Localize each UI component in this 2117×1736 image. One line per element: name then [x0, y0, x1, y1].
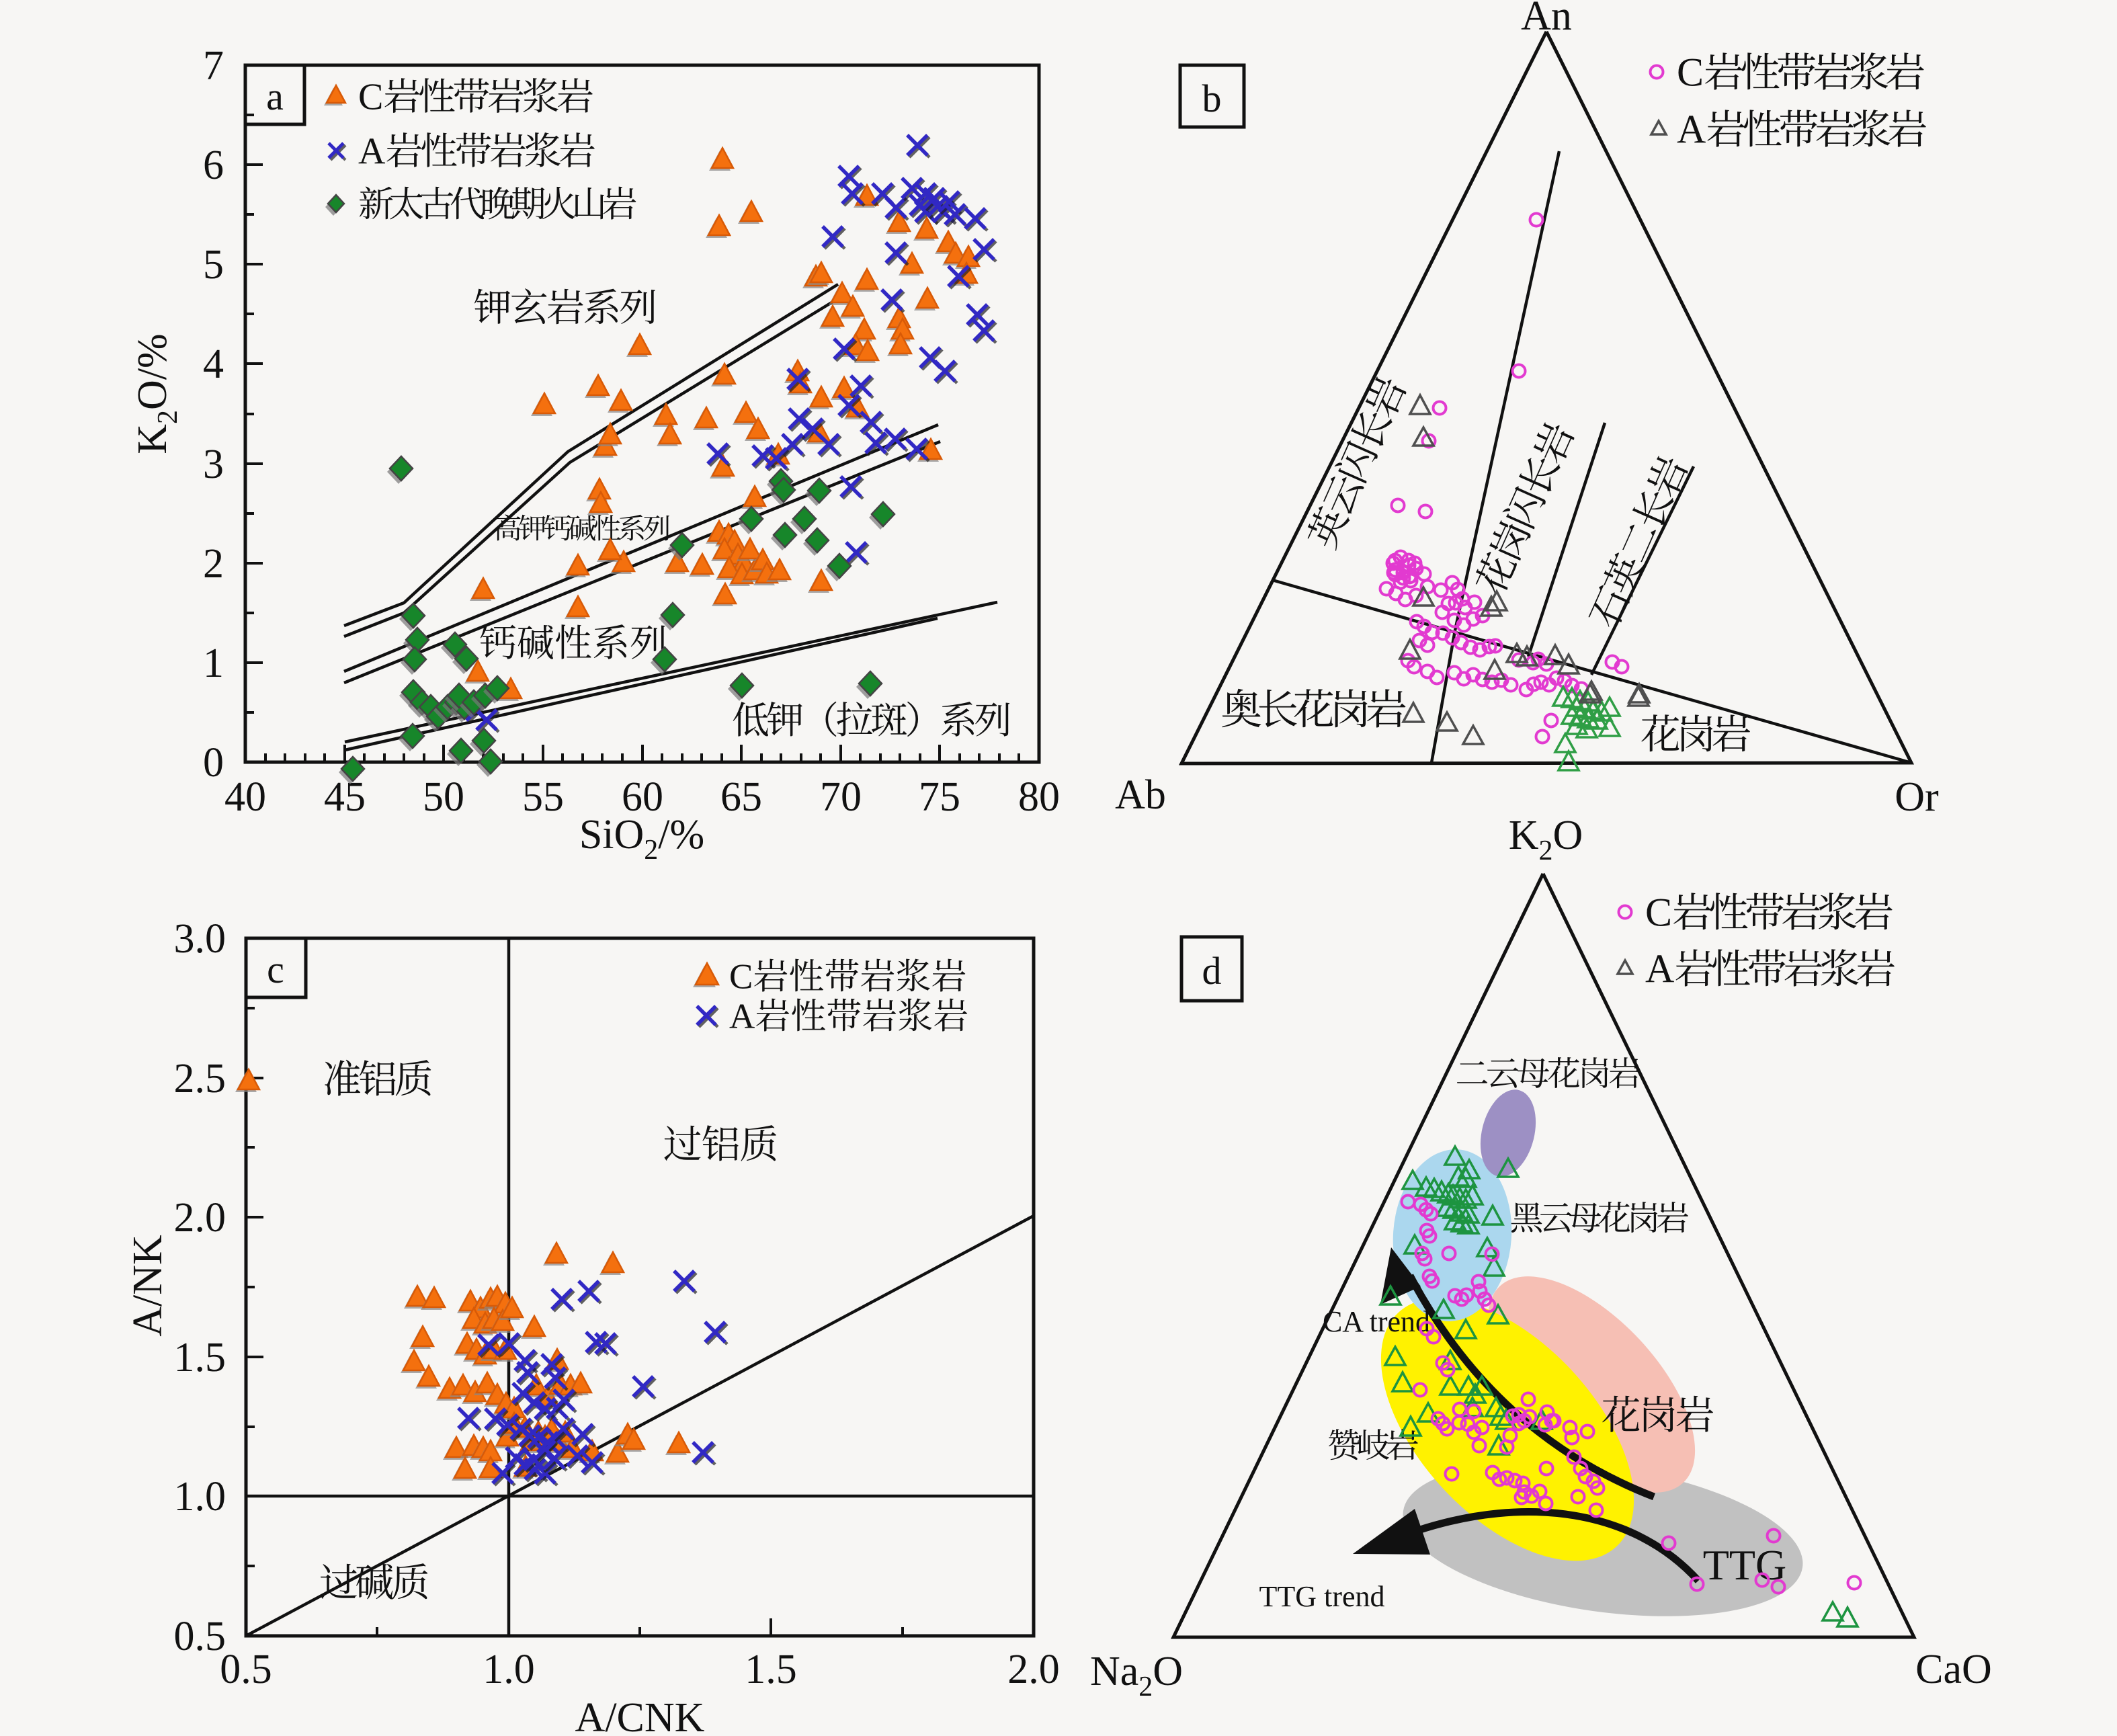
- svg-text:K2O/%: K2O/%: [130, 333, 183, 454]
- svg-text:A: A: [1645, 947, 1674, 991]
- svg-text:TTG trend: TTG trend: [1259, 1580, 1385, 1613]
- svg-text:C: C: [358, 76, 383, 118]
- svg-text:C: C: [729, 957, 753, 996]
- svg-text:6: 6: [203, 142, 224, 188]
- svg-text:a: a: [266, 75, 284, 118]
- svg-text:TTG: TTG: [1703, 1541, 1786, 1589]
- svg-text:A: A: [1677, 108, 1706, 152]
- svg-text:b: b: [1202, 77, 1222, 120]
- svg-text:70: 70: [820, 774, 862, 820]
- svg-text:Or: Or: [1895, 774, 1939, 820]
- svg-text:2.0: 2.0: [1007, 1647, 1060, 1692]
- svg-text:3.0: 3.0: [174, 916, 226, 962]
- svg-text:C: C: [1677, 50, 1704, 95]
- svg-text:C: C: [1645, 891, 1672, 935]
- svg-text:65: 65: [720, 774, 762, 820]
- svg-text:2.0: 2.0: [174, 1195, 226, 1241]
- svg-text:CaO: CaO: [1915, 1647, 1992, 1692]
- svg-text:3: 3: [203, 442, 224, 487]
- svg-text:Ab: Ab: [1115, 772, 1166, 818]
- svg-text:SiO2/%: SiO2/%: [579, 812, 704, 866]
- svg-text:0.5: 0.5: [220, 1647, 272, 1692]
- svg-text:40: 40: [224, 774, 266, 820]
- svg-text:2.5: 2.5: [174, 1056, 226, 1102]
- svg-text:5: 5: [203, 242, 224, 288]
- svg-text:1.5: 1.5: [745, 1647, 797, 1692]
- svg-text:A: A: [729, 997, 755, 1036]
- svg-text:2: 2: [203, 541, 224, 587]
- svg-text:4: 4: [203, 341, 224, 387]
- svg-text:A/NK: A/NK: [125, 1235, 171, 1337]
- svg-text:55: 55: [522, 774, 564, 820]
- svg-text:0.5: 0.5: [174, 1614, 226, 1659]
- svg-text:1: 1: [203, 640, 224, 686]
- svg-text:1.5: 1.5: [174, 1335, 226, 1380]
- svg-text:A/CNK: A/CNK: [575, 1695, 705, 1736]
- svg-text:75: 75: [919, 774, 960, 820]
- svg-text:0: 0: [203, 740, 224, 786]
- svg-text:An: An: [1521, 0, 1572, 39]
- svg-text:d: d: [1202, 949, 1222, 993]
- svg-text:45: 45: [324, 774, 366, 820]
- svg-text:1.0: 1.0: [483, 1647, 535, 1692]
- svg-text:80: 80: [1018, 774, 1060, 820]
- svg-text:c: c: [267, 948, 284, 991]
- svg-text:Na2O: Na2O: [1090, 1649, 1183, 1702]
- svg-text:CA trend: CA trend: [1323, 1305, 1430, 1338]
- svg-text:7: 7: [203, 43, 224, 89]
- svg-text:1.0: 1.0: [174, 1474, 226, 1520]
- svg-text:60: 60: [622, 774, 663, 820]
- svg-text:A: A: [358, 130, 386, 172]
- svg-text:50: 50: [423, 774, 464, 820]
